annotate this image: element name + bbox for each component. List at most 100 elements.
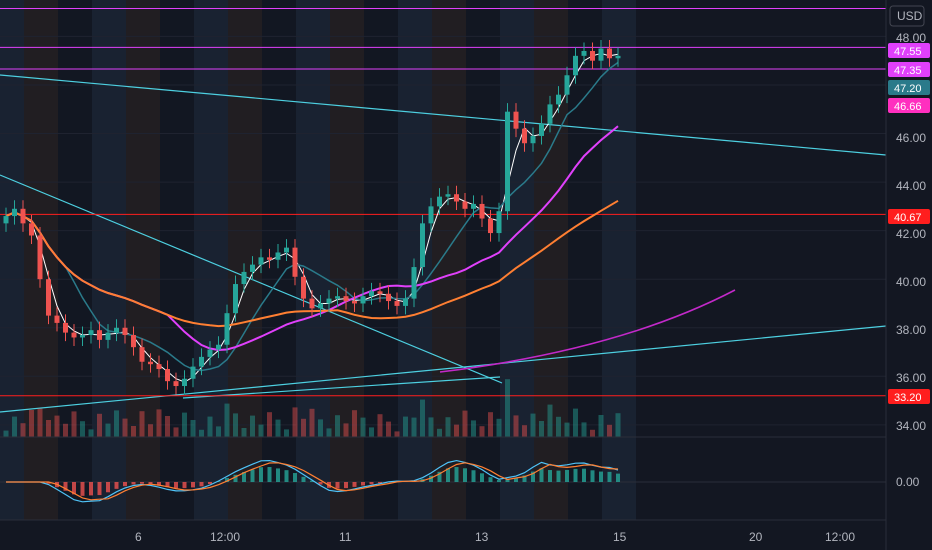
badge-33-20 bbox=[888, 389, 930, 404]
volume-bar bbox=[233, 413, 238, 437]
candle-body bbox=[80, 335, 85, 338]
oscillator-histogram-bar bbox=[361, 482, 365, 486]
candle-body bbox=[377, 291, 383, 294]
volume-bar bbox=[80, 421, 85, 437]
trendline bbox=[0, 174, 503, 384]
candle-body bbox=[122, 327, 128, 336]
oscillator-histogram-bar bbox=[208, 482, 212, 485]
candle-body bbox=[318, 303, 323, 309]
candle-body bbox=[326, 298, 332, 304]
candle-body bbox=[335, 296, 340, 299]
volume-bar bbox=[139, 411, 145, 437]
oscillator-histogram-bar bbox=[148, 482, 153, 485]
candle-body bbox=[37, 235, 43, 280]
volume-bar bbox=[224, 403, 230, 437]
session-band bbox=[262, 0, 296, 520]
candle-body bbox=[445, 194, 451, 197]
session-band bbox=[568, 0, 602, 520]
oscillator-histogram-bar bbox=[471, 470, 476, 482]
oscillator-histogram-bar bbox=[114, 482, 119, 489]
oscillator-histogram-bar bbox=[378, 482, 382, 484]
time-tick: 12:00 bbox=[825, 530, 855, 544]
volume-bar bbox=[386, 421, 391, 437]
oscillator-histogram-bar bbox=[250, 469, 255, 482]
price-tick: 46.00 bbox=[896, 131, 926, 145]
currency-button-frame[interactable] bbox=[889, 5, 925, 27]
candle-body bbox=[513, 111, 519, 129]
candle-body bbox=[250, 264, 255, 272]
trendline bbox=[182, 376, 501, 399]
price-axis[interactable]: 48.00 46.00 44.00 42.00 40.00 38.00 36.0… bbox=[896, 31, 926, 489]
candle-body bbox=[267, 257, 272, 260]
oscillator-histogram-bar bbox=[182, 482, 187, 489]
candle-body bbox=[301, 276, 306, 299]
oscillator-histogram-bar bbox=[157, 482, 161, 486]
oscillator-histogram-bar bbox=[548, 470, 552, 482]
price-badges: 47.55 47.35 47.20 46.66 40.67 33.20 bbox=[888, 43, 930, 404]
candle-body bbox=[207, 349, 213, 357]
candle-body bbox=[471, 203, 476, 209]
session-band bbox=[602, 0, 636, 520]
time-axis[interactable]: 6 12:00 11 13 15 20 12:00 bbox=[135, 530, 855, 544]
volume-bar bbox=[369, 427, 374, 437]
oscillator-histogram-bar bbox=[463, 468, 467, 482]
candle-body bbox=[394, 301, 400, 306]
candle-body bbox=[309, 298, 315, 309]
volume-bar bbox=[394, 431, 400, 437]
volume-bar bbox=[97, 413, 102, 437]
candle-body bbox=[428, 206, 434, 224]
grid bbox=[0, 35, 886, 426]
candle-body bbox=[479, 203, 485, 219]
candle-body bbox=[173, 381, 179, 387]
oscillator-histogram-bar bbox=[446, 468, 450, 482]
oscillator-histogram-bar bbox=[454, 467, 459, 482]
volume-bar bbox=[301, 418, 306, 437]
volume-bar bbox=[173, 427, 179, 437]
oscillator-histogram-bar bbox=[607, 471, 612, 482]
oscillator-histogram-bar bbox=[556, 470, 561, 482]
candle-body bbox=[496, 211, 502, 234]
volume-bar bbox=[190, 420, 196, 437]
badge-label: 33.20 bbox=[894, 392, 922, 404]
currency-button[interactable]: USD bbox=[889, 5, 925, 27]
oscillator-histogram-bar bbox=[233, 474, 238, 482]
time-tick: 13 bbox=[475, 530, 489, 544]
oscillator-histogram-bar bbox=[497, 480, 501, 482]
volume-bars bbox=[3, 379, 621, 437]
oscillator-histogram-bar bbox=[123, 482, 127, 487]
time-tick: 6 bbox=[135, 530, 142, 544]
volume-bar bbox=[488, 412, 493, 437]
volume-bar bbox=[114, 410, 119, 437]
badge-46-66 bbox=[888, 98, 930, 113]
oscillator-histogram-bar bbox=[174, 482, 178, 489]
volume-bar bbox=[454, 424, 459, 437]
oscillator-histogram-bar bbox=[352, 482, 357, 487]
candle-body bbox=[547, 104, 553, 124]
volume-bar bbox=[360, 417, 366, 437]
session-band bbox=[92, 0, 126, 520]
oscillator-histogram-bar bbox=[522, 475, 527, 482]
volume-bar bbox=[496, 418, 502, 437]
time-tick: 20 bbox=[749, 530, 763, 544]
volume-bar bbox=[3, 430, 9, 437]
volume-bar bbox=[581, 422, 587, 437]
volume-bar bbox=[207, 416, 213, 437]
volume-bar bbox=[105, 423, 111, 437]
oscillator-histogram-bar bbox=[616, 473, 620, 482]
volume-bar bbox=[284, 429, 289, 437]
badge-47-20 bbox=[888, 80, 930, 95]
session-band bbox=[194, 0, 228, 520]
session-band bbox=[160, 0, 194, 520]
volume-bar bbox=[505, 379, 510, 437]
volume-bar bbox=[335, 415, 340, 437]
oscillator-histogram-bar bbox=[429, 475, 433, 482]
volume-bar bbox=[250, 415, 255, 437]
candle-body bbox=[105, 332, 111, 340]
candle-body bbox=[224, 313, 230, 345]
candle-body bbox=[454, 194, 459, 202]
oscillator-histogram-bar bbox=[165, 482, 170, 488]
session-band bbox=[364, 0, 398, 520]
price-tick: 34.00 bbox=[896, 419, 926, 433]
trendlines bbox=[0, 74, 887, 413]
